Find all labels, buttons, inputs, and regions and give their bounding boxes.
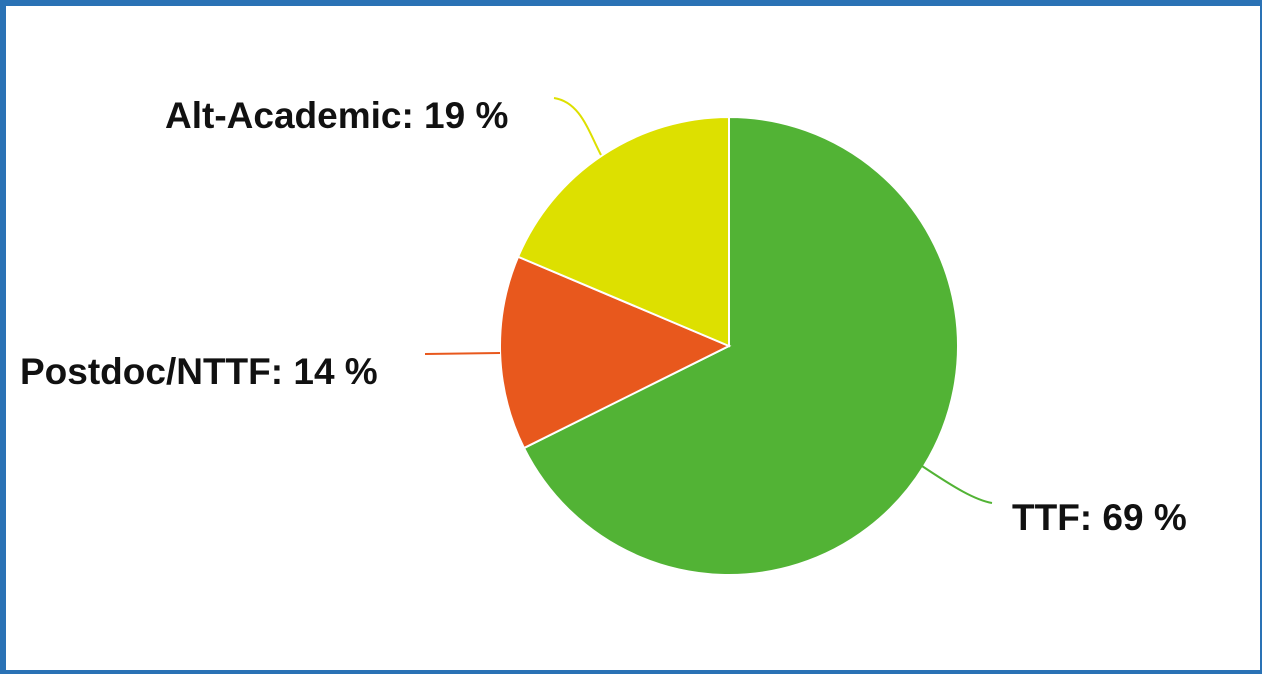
slice-label-alt-academic: Alt-Academic: 19 % — [165, 95, 508, 136]
leader-line-ttf — [921, 465, 993, 504]
slice-label-postdoc-nttf: Postdoc/NTTF: 14 % — [20, 351, 378, 392]
pie-slice-postdoc-nttf — [499, 255, 732, 450]
leader-line-postdoc-nttf — [424, 352, 501, 355]
leader-line-alt-academic — [553, 97, 602, 156]
slice-label-ttf: TTF: 69 % — [1012, 497, 1187, 538]
pie-slice-alt-academic — [516, 115, 730, 348]
